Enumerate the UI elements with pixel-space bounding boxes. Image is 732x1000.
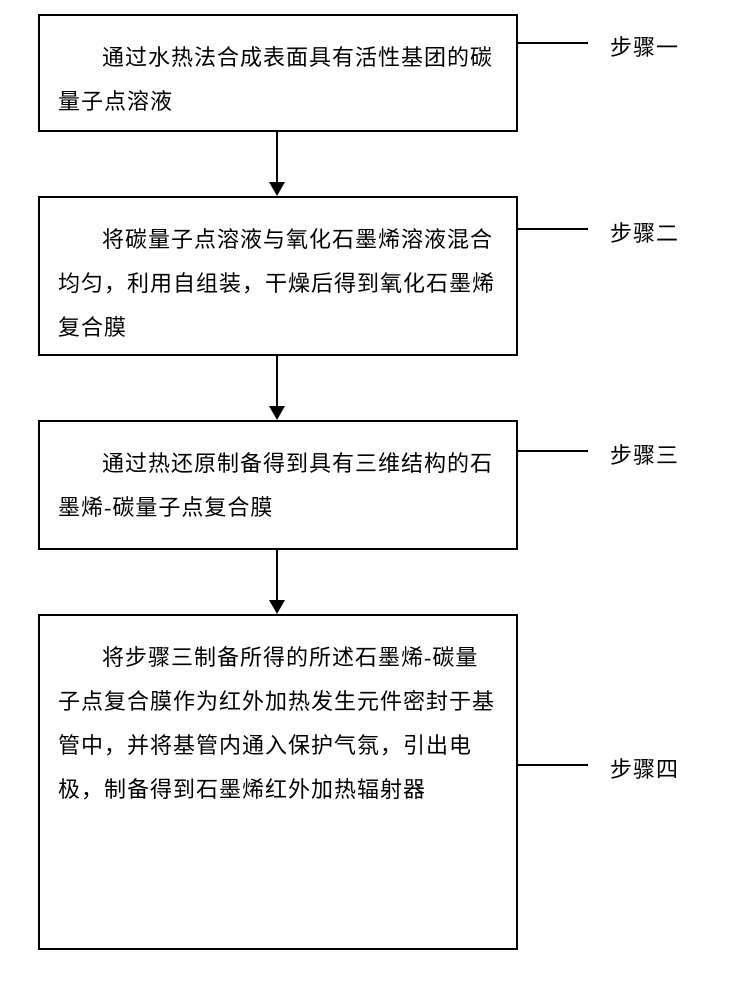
- step-box-2: 将碳量子点溶液与氧化石墨烯溶液混合均匀，利用自组装，干燥后得到氧化石墨烯复合膜: [38, 196, 518, 356]
- step-label-4: 步骤四: [610, 752, 679, 784]
- step-text-3: 通过热还原制备得到具有三维结构的石墨烯-碳量子点复合膜: [58, 451, 493, 520]
- step-box-1: 通过水热法合成表面具有活性基团的碳量子点溶液: [38, 14, 518, 132]
- label-connector-4: [518, 764, 588, 766]
- step-label-2: 步骤二: [610, 216, 679, 248]
- arrow-2-to-3: [276, 356, 278, 418]
- arrow-1-to-2: [276, 132, 278, 194]
- label-connector-1: [518, 42, 588, 44]
- flowchart-canvas: 通过水热法合成表面具有活性基团的碳量子点溶液 步骤一 将碳量子点溶液与氧化石墨烯…: [0, 0, 732, 1000]
- step-text-1: 通过水热法合成表面具有活性基团的碳量子点溶液: [58, 45, 493, 114]
- label-connector-2: [518, 228, 588, 230]
- step-box-4: 将步骤三制备所得的所述石墨烯-碳量子点复合膜作为红外加热发生元件密封于基管中，并…: [38, 614, 518, 950]
- arrow-3-to-4: [276, 550, 278, 612]
- step-text-4: 将步骤三制备所得的所述石墨烯-碳量子点复合膜作为红外加热发生元件密封于基管中，并…: [58, 645, 495, 802]
- step-text-2: 将碳量子点溶液与氧化石墨烯溶液混合均匀，利用自组装，干燥后得到氧化石墨烯复合膜: [58, 227, 495, 340]
- step-label-1: 步骤一: [610, 30, 679, 62]
- label-connector-3: [518, 450, 588, 452]
- step-label-3: 步骤三: [610, 438, 679, 470]
- step-box-3: 通过热还原制备得到具有三维结构的石墨烯-碳量子点复合膜: [38, 420, 518, 550]
